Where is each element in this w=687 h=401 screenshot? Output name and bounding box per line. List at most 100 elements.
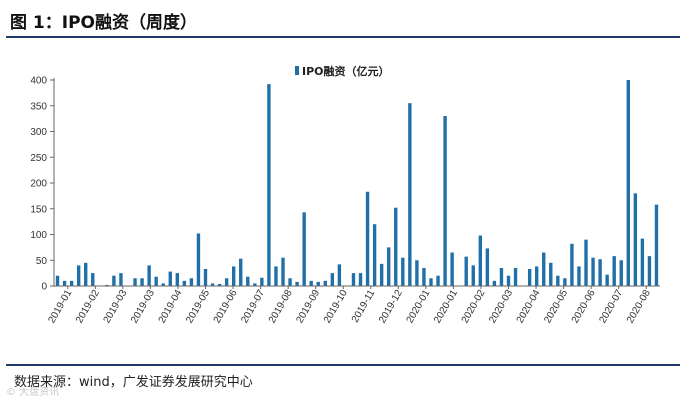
bar bbox=[182, 280, 187, 286]
x-axis: 2019-01 2019-02 2019-03 2019-03 2019-04 2019-… bbox=[46, 285, 660, 326]
bar bbox=[485, 248, 490, 286]
x-tick-label: 2020-03 bbox=[487, 288, 515, 326]
bar bbox=[119, 273, 123, 286]
bar bbox=[69, 280, 74, 286]
bar bbox=[316, 281, 320, 286]
y-tick-label: 300 bbox=[30, 127, 47, 138]
bar bbox=[55, 275, 60, 286]
y-tick-label: 150 bbox=[30, 204, 47, 215]
x-tick-label: 2020-08 bbox=[625, 288, 653, 326]
y-tick-label: 400 bbox=[30, 76, 47, 87]
bar bbox=[330, 273, 335, 286]
bar bbox=[154, 276, 158, 286]
bar bbox=[640, 238, 645, 286]
x-tick-label: 2019-01 bbox=[46, 288, 74, 326]
bar bbox=[133, 278, 137, 286]
bar bbox=[323, 280, 327, 286]
y-tick-label: 350 bbox=[30, 101, 47, 112]
x-tick-label: 2019-10 bbox=[322, 288, 350, 326]
bar bbox=[394, 207, 398, 286]
y-tick-label: 0 bbox=[41, 282, 47, 293]
bar bbox=[84, 262, 88, 286]
bar bbox=[105, 284, 109, 286]
bar bbox=[577, 266, 581, 286]
bar bbox=[203, 269, 208, 286]
top-rule bbox=[6, 36, 680, 38]
bar bbox=[281, 257, 285, 286]
y-tick-label: 50 bbox=[36, 256, 48, 267]
bar bbox=[513, 267, 518, 286]
y-tick-label: 250 bbox=[30, 153, 47, 164]
y-axis: 0 50 100 150 200 250 300 350 400 bbox=[30, 76, 55, 293]
legend: IPO融资（亿元） bbox=[295, 64, 390, 78]
bar bbox=[147, 265, 151, 286]
x-tick-label: 2019-04 bbox=[157, 288, 185, 326]
bar bbox=[267, 84, 271, 287]
bar bbox=[534, 266, 539, 286]
bar bbox=[217, 283, 222, 286]
bar bbox=[598, 259, 602, 286]
bar bbox=[175, 273, 180, 286]
bar bbox=[464, 256, 468, 286]
bar bbox=[239, 258, 243, 286]
bar bbox=[570, 243, 574, 286]
bar bbox=[429, 278, 433, 286]
bar bbox=[76, 265, 81, 286]
bars bbox=[55, 80, 659, 287]
x-tick-label: 2019-05 bbox=[184, 288, 212, 326]
x-tick-label: 2019-09 bbox=[294, 288, 322, 326]
bar bbox=[91, 273, 95, 286]
bar bbox=[408, 103, 412, 286]
bar bbox=[654, 204, 659, 286]
bar bbox=[626, 80, 630, 286]
bar bbox=[506, 275, 511, 286]
chart: IPO融资（亿元） 0 50 100 150 200 250 300 350 400 2019-… bbox=[30, 64, 660, 326]
bar bbox=[605, 274, 609, 286]
bar bbox=[542, 252, 546, 286]
bar bbox=[436, 275, 440, 286]
y-tick-label: 100 bbox=[30, 230, 47, 241]
bar bbox=[499, 267, 504, 286]
x-tick-label: 2019-08 bbox=[267, 288, 295, 326]
x-tick-label: 2019-07 bbox=[239, 288, 267, 326]
bar bbox=[274, 266, 278, 286]
bar bbox=[591, 257, 595, 286]
bar bbox=[379, 263, 384, 286]
bar bbox=[492, 280, 497, 286]
bottom-rule bbox=[6, 364, 680, 366]
bar bbox=[633, 193, 638, 286]
x-tick-label: 2020-01 bbox=[405, 288, 433, 326]
bar bbox=[288, 278, 292, 286]
legend-swatch bbox=[295, 66, 299, 75]
bar bbox=[471, 265, 475, 286]
x-tick-label: 2019-03 bbox=[102, 288, 130, 326]
bar bbox=[584, 239, 588, 286]
bar bbox=[563, 278, 567, 286]
bar bbox=[309, 280, 313, 286]
bar bbox=[253, 283, 257, 286]
bar bbox=[351, 273, 356, 286]
y-tick-label: 200 bbox=[30, 179, 47, 190]
bar bbox=[527, 269, 532, 286]
x-tick-label: 2019-03 bbox=[129, 288, 157, 326]
bar bbox=[422, 267, 426, 286]
bar bbox=[231, 266, 236, 286]
source-note: 数据来源：wind，广发证券发展研究中心 bbox=[14, 375, 253, 390]
x-tick-label: 2020-04 bbox=[515, 288, 543, 326]
bar bbox=[246, 276, 250, 286]
bar bbox=[556, 275, 560, 286]
x-tick-label: 2019-02 bbox=[74, 288, 102, 326]
bar bbox=[140, 278, 144, 286]
bar bbox=[260, 277, 264, 286]
bar bbox=[302, 212, 306, 286]
bar bbox=[401, 257, 405, 286]
bar bbox=[62, 280, 67, 286]
bar bbox=[647, 256, 652, 286]
x-tick-label: 2020-07 bbox=[597, 288, 625, 326]
bar bbox=[619, 260, 623, 286]
x-tick-label: 2019-11 bbox=[350, 288, 378, 325]
bar bbox=[549, 262, 553, 286]
bar bbox=[210, 283, 215, 286]
bar bbox=[612, 256, 616, 286]
watermark: © 大盘资讯 bbox=[6, 387, 60, 398]
